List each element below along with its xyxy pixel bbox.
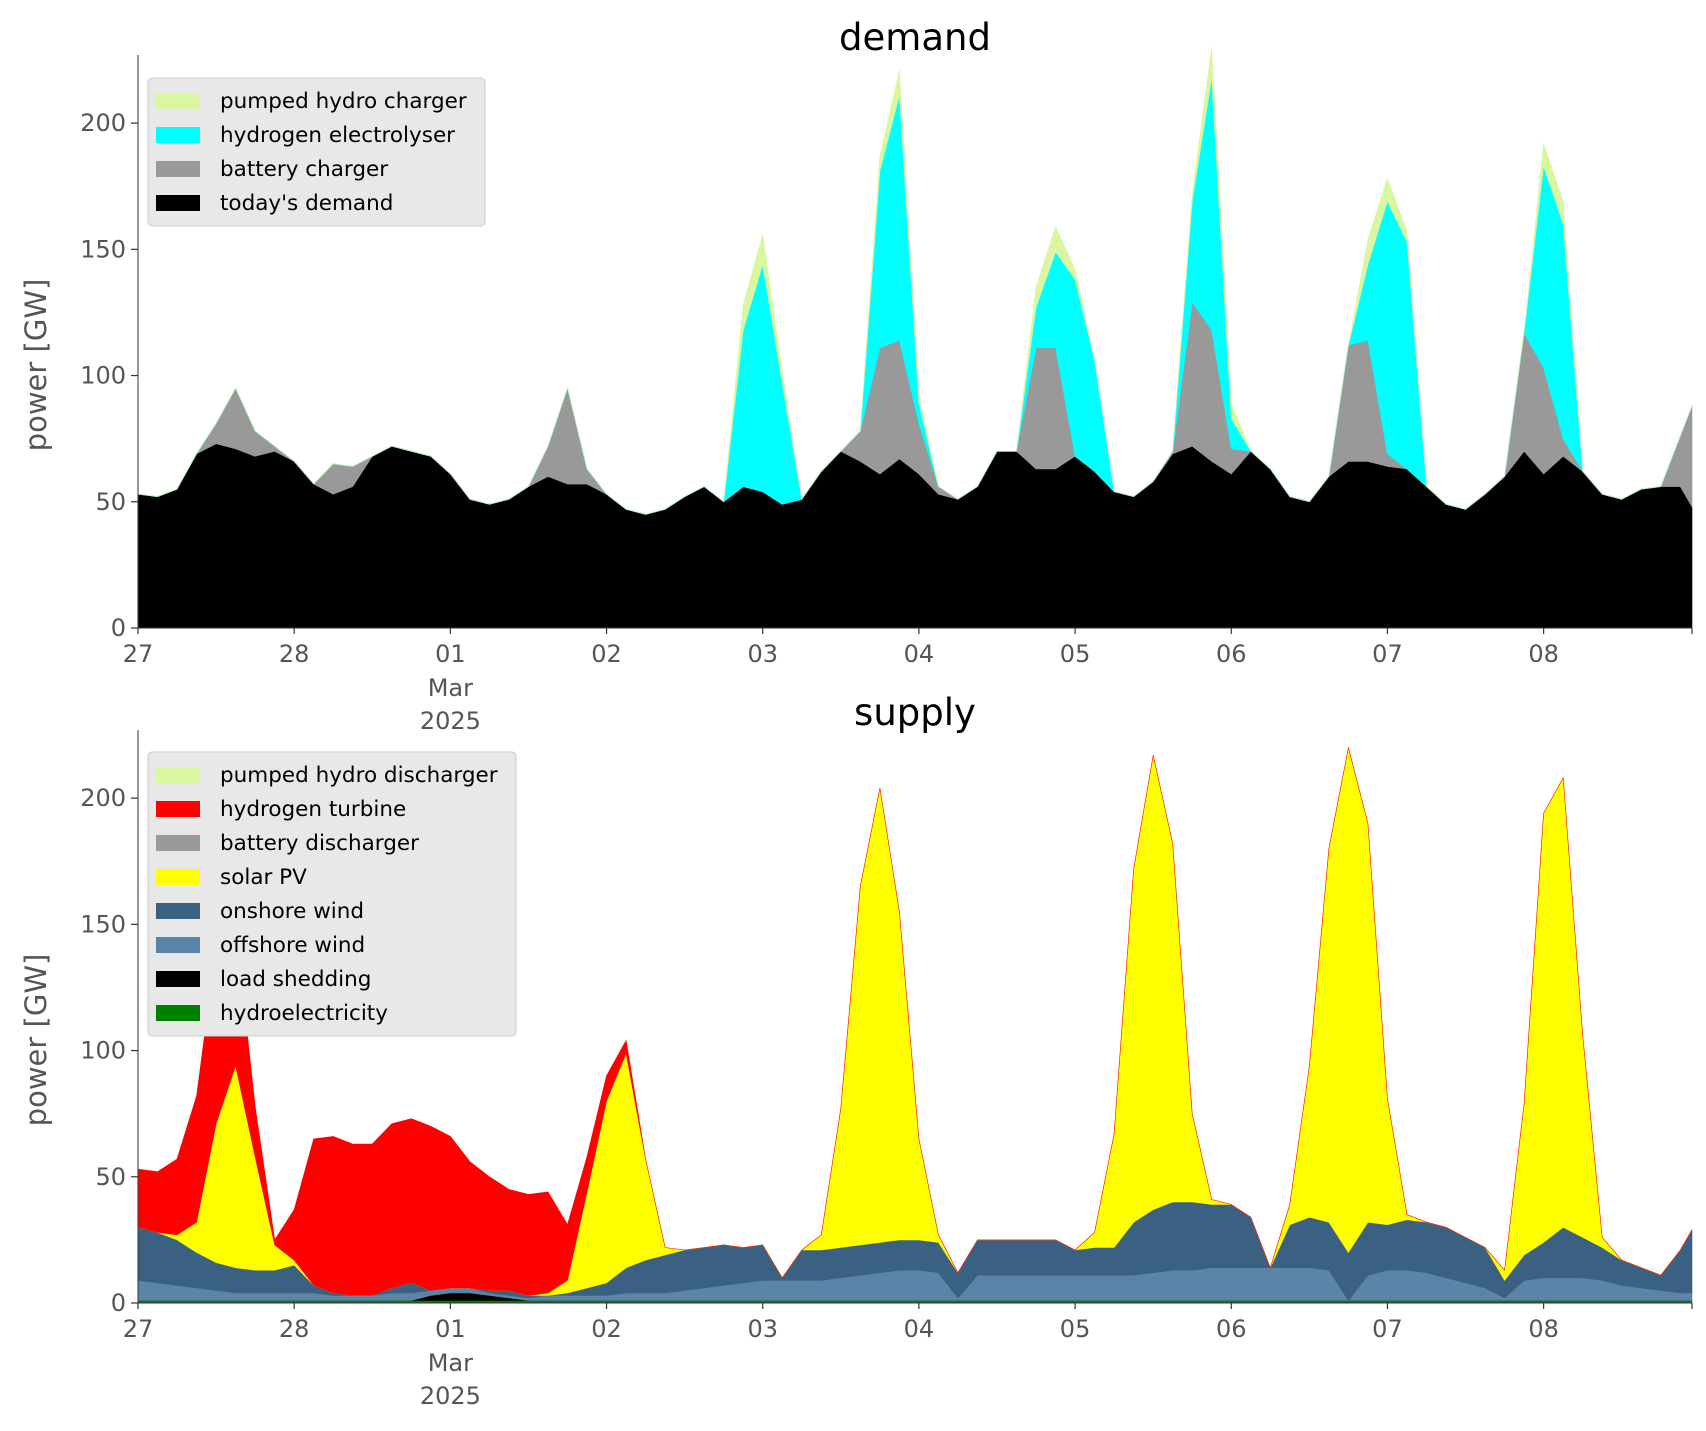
x-tick-label: 06 (1216, 640, 1247, 668)
y-axis-label: power [GW] (19, 954, 53, 1127)
y-tick-label: 50 (95, 488, 126, 516)
y-tick-label: 50 (95, 1163, 126, 1191)
legend-swatch-pumped-hydro-charger (156, 93, 200, 109)
y-tick-label: 0 (111, 1289, 126, 1317)
x-tick-sublabel: Mar (428, 674, 473, 702)
y-tick-label: 0 (111, 614, 126, 642)
legend-label-hydroelectricity: hydroelectricity (220, 1001, 388, 1026)
x-tick-sublabel: 2025 (420, 1382, 481, 1410)
legend-label-today-s-demand: today's demand (220, 191, 393, 216)
x-tick-label: 02 (591, 640, 622, 668)
legend-swatch-hydroelectricity (156, 1005, 200, 1021)
legend: pumped hydro charger hydrogen electrolyse… (147, 77, 486, 227)
legend-swatch-hydrogen-electrolyser (156, 127, 200, 143)
legend-swatch-solar-pv (156, 869, 200, 885)
y-tick-label: 100 (80, 362, 126, 390)
area-pumped-hydro-charger (137, 47, 1693, 515)
x-tick-label: 28 (279, 1315, 310, 1343)
axes: 0 50 100 150 200 27 28 01 02 03 04 05 06 07 08 Mar 2025 (80, 730, 1693, 1410)
legend-label-hydrogen-turbine: hydrogen turbine (220, 797, 406, 822)
legend-label-solar-pv: solar PV (220, 865, 307, 890)
legend-swatch-battery-charger (156, 161, 200, 177)
legend-swatch-battery-discharger (156, 835, 200, 851)
x-tick-label: 27 (123, 1315, 154, 1343)
x-tick-label: 27 (123, 640, 154, 668)
legend-frame (147, 77, 486, 227)
x-tick-label: 04 (904, 640, 935, 668)
legend-label-pumped-hydro-discharger: pumped hydro discharger (220, 763, 498, 788)
legend: pumped hydro discharger hydrogen turbine b… (147, 751, 517, 1037)
y-tick-label: 150 (80, 910, 126, 938)
x-tick-label: 07 (1372, 640, 1403, 668)
legend-swatch-today-s-demand (156, 195, 200, 211)
legend-label-pumped-hydro-charger: pumped hydro charger (220, 89, 467, 114)
legend-swatch-onshore-wind (156, 903, 200, 919)
legend-label-load-shedding: load shedding (220, 967, 371, 992)
x-tick-label: 01 (435, 640, 466, 668)
x-tick-label: 07 (1372, 1315, 1403, 1343)
legend-swatch-pumped-hydro-discharger (156, 767, 200, 783)
legend-label-onshore-wind: onshore wind (220, 899, 364, 924)
area-layer (137, 747, 1693, 1304)
x-tick-sublabel: Mar (428, 1349, 473, 1377)
y-axis-label: power [GW] (19, 279, 53, 452)
x-tick-label: 03 (747, 1315, 778, 1343)
x-tick-label: 05 (1060, 640, 1091, 668)
legend-frame (147, 751, 517, 1037)
x-tick-label: 06 (1216, 1315, 1247, 1343)
x-tick-label: 03 (747, 640, 778, 668)
area-hydrogen-turbine (137, 747, 1693, 1296)
legend-label-hydrogen-electrolyser: hydrogen electrolyser (220, 123, 455, 148)
x-tick-label: 04 (904, 1315, 935, 1343)
x-tick-label: 02 (591, 1315, 622, 1343)
chart-title: supply (854, 691, 976, 734)
axes: 0 50 100 150 200 27 28 01 02 03 04 05 06 07 08 Mar 2025 (80, 55, 1693, 735)
legend-label-offshore-wind: offshore wind (220, 933, 365, 958)
chart-title: demand (839, 16, 991, 59)
legend-label-battery-discharger: battery discharger (220, 831, 419, 856)
area-layer (137, 47, 1693, 629)
x-tick-label: 08 (1528, 1315, 1559, 1343)
y-tick-label: 150 (80, 235, 126, 263)
x-tick-label: 28 (279, 640, 310, 668)
y-tick-label: 200 (80, 109, 126, 137)
y-tick-label: 200 (80, 784, 126, 812)
legend-swatch-load-shedding (156, 971, 200, 987)
legend-swatch-offshore-wind (156, 937, 200, 953)
legend-swatch-hydrogen-turbine (156, 801, 200, 817)
x-tick-sublabel: 2025 (420, 707, 481, 735)
legend-label-battery-charger: battery charger (220, 157, 388, 182)
x-tick-label: 05 (1060, 1315, 1091, 1343)
x-tick-label: 01 (435, 1315, 466, 1343)
x-tick-label: 08 (1528, 640, 1559, 668)
y-tick-label: 100 (80, 1037, 126, 1065)
